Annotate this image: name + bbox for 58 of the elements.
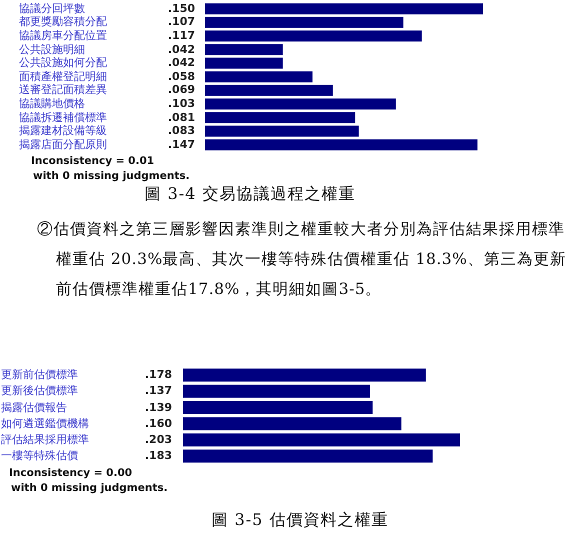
bar [205,126,359,137]
data-label: .107 [166,14,195,30]
text: Inconsistency = 0.01 [31,154,154,168]
data-label: .083 [166,123,195,140]
data-label: .160 [144,416,172,432]
y-tick-label: 公共設施明細 [19,42,85,57]
bar [205,139,478,150]
y-tick-label: 更新前估價標準 [1,367,78,384]
bar [205,84,333,96]
bar [205,58,283,69]
data-label: .137 [144,383,172,400]
text: Inconsistency = 0.00 [9,466,132,480]
bar [183,417,402,430]
bar [205,44,283,56]
bar [183,401,373,414]
text: 圖 3-5 估價資料之權重 [212,510,388,530]
bar [183,384,370,398]
bar [205,71,312,82]
y-tick-label: 揭露估價報告 [1,400,67,416]
bar [205,30,422,42]
data-label: .081 [166,110,195,126]
bar [205,3,483,14]
data-label: .042 [166,42,195,58]
data-label: .042 [166,55,195,72]
text: ②估價資料之第三層影響因素準則之權重較大者分別為評估結果採用標準權重佔 20.3%最高、其次一樓等特殊估價權重佔 18.3%、第三為更新前估價標準權重佔17.8%，其明細如圖3-5。 [37,219,568,300]
y-tick-label: 送審登記面積差異 [19,82,107,98]
y-tick-label: 一樓等特殊估價 [1,448,78,464]
y-tick-label: 都更獎勵容積分配 [19,14,107,30]
y-tick-label: 協議房車分配位置 [19,28,107,44]
data-label: .183 [144,448,172,464]
y-tick-label: 協議購地價格 [19,96,85,112]
text: 圖 3-4 交易協議過程之權重 [144,184,356,204]
text: with 0 missing judgments. [11,481,168,496]
y-tick-label: 如何遴選鑑價機構 [1,416,89,432]
data-label: .117 [166,28,195,44]
data-label: .058 [166,68,195,84]
y-tick-label: 協議分回坪數 [19,0,85,16]
data-label: .203 [144,432,172,448]
y-tick-label: 評估結果採用標準 [1,432,89,448]
y-tick-label: 揭露建材設備等級 [19,123,107,138]
bar [205,98,396,110]
bar [183,368,426,382]
y-tick-label: 公共設施如何分配 [19,55,107,71]
data-label: .178 [144,367,172,384]
y-tick-label: 面積產權登記明細 [19,68,107,84]
bar [205,16,404,28]
bar [183,450,433,463]
data-label: .069 [166,82,195,98]
y-tick-label: 揭露店面分配原則 [19,136,107,153]
bar [183,433,460,446]
data-label: .150 [166,0,195,16]
data-label: .139 [144,400,172,416]
y-tick-label: 協議拆遷補償標準 [19,110,107,125]
data-label: .147 [166,136,195,153]
data-label: .103 [166,96,195,112]
bar [205,112,356,124]
y-tick-label: 更新後估價標準 [1,383,78,400]
text: with 0 missing judgments. [33,168,190,183]
